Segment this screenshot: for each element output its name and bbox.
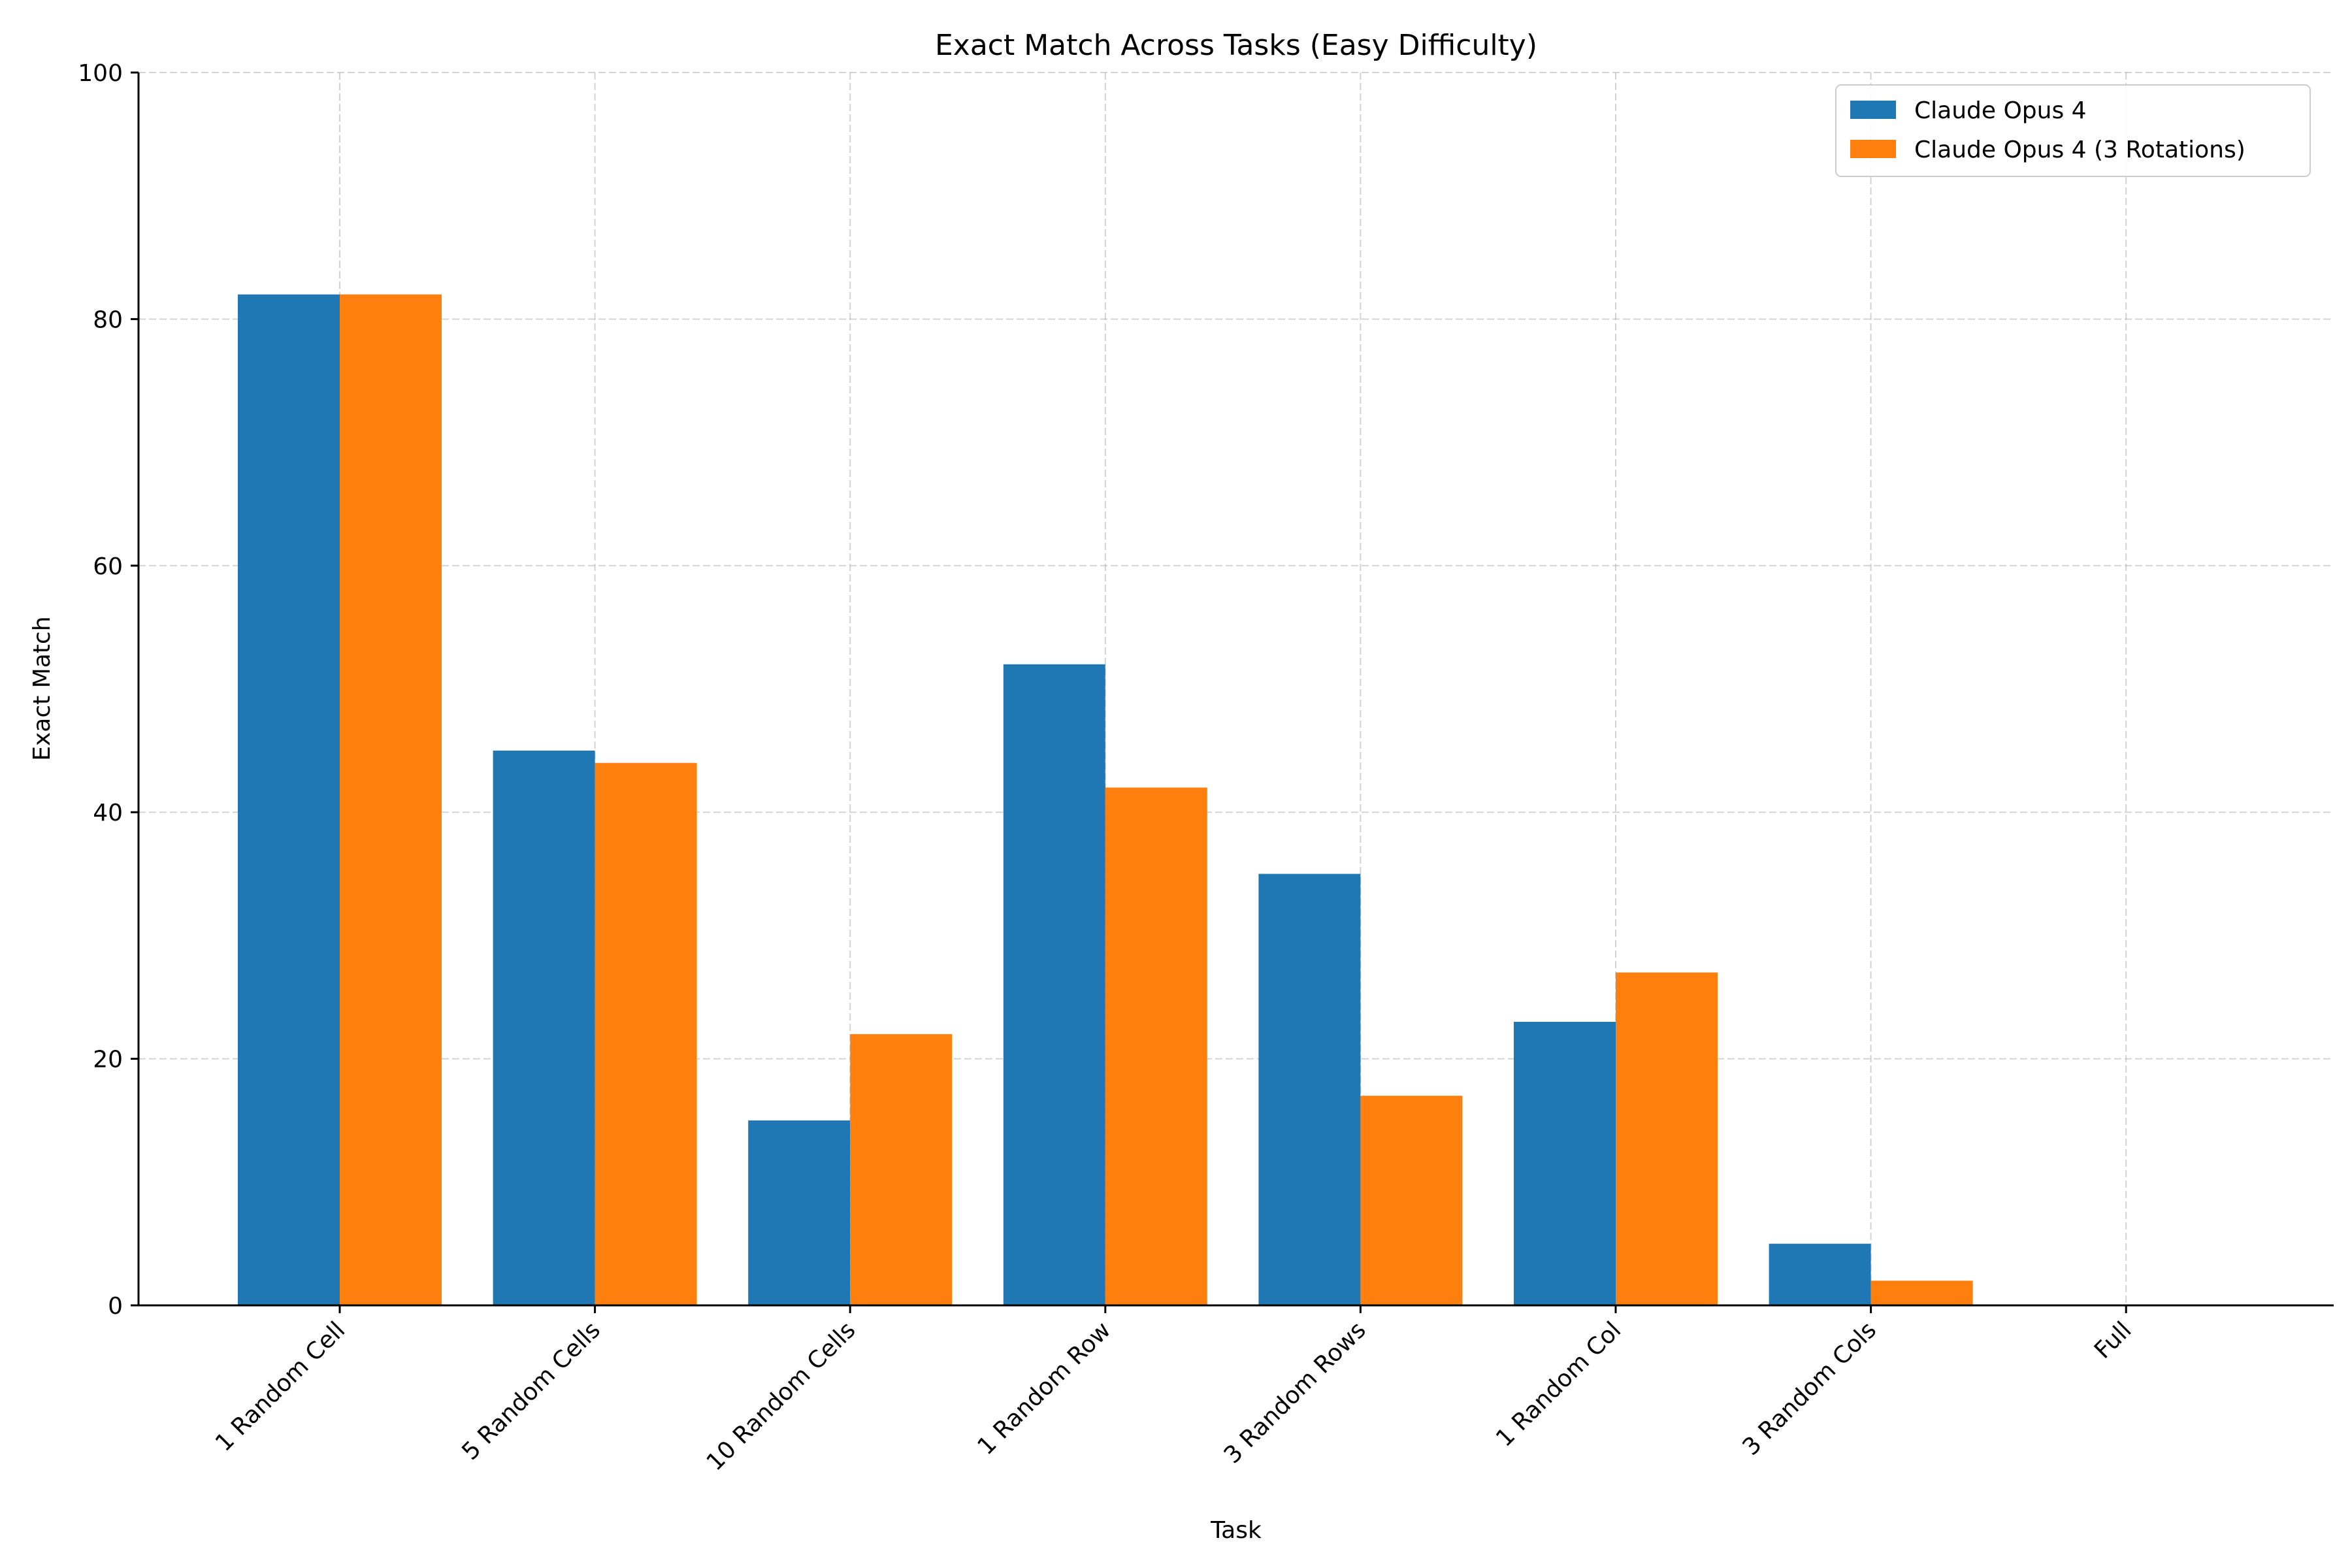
bar-claude-opus-4-3-rotations-3-random-rows — [1360, 1096, 1463, 1305]
legend-swatch-claude-opus-4-3-rotations — [1850, 140, 1896, 158]
legend: Claude Opus 4 Claude Opus 4 (3 Rotations… — [1835, 84, 2311, 177]
bar-claude-opus-4-10-random-cells — [748, 1120, 851, 1305]
bar-claude-opus-4-1-random-col — [1514, 1021, 1616, 1305]
y-tick-label: 80 — [93, 306, 123, 333]
legend-frame — [1835, 84, 2311, 177]
y-tick-label: 60 — [93, 553, 123, 580]
x-tick-label: 10 Random Cells — [702, 1316, 861, 1476]
x-tick-label: 3 Random Cols — [1738, 1316, 1882, 1460]
x-tick-label: Full — [2089, 1316, 2137, 1364]
axes — [137, 73, 2334, 1307]
grid — [139, 72, 2334, 1305]
legend-label-claude-opus-4-3-rotations: Claude Opus 4 (3 Rotations) — [1914, 137, 2246, 163]
x-ticks: 1 Random Cell 5 Random Cells 10 Random Cel… — [210, 1305, 2137, 1476]
legend-label-claude-opus-4: Claude Opus 4 — [1914, 97, 2087, 124]
bar-claude-opus-4-3-rotations-1-random-cell — [340, 294, 442, 1305]
bar-claude-opus-4-1-random-row — [1003, 664, 1105, 1305]
x-tick-label: 5 Random Cells — [457, 1316, 606, 1465]
y-tick-label: 0 — [108, 1293, 123, 1320]
bar-claude-opus-4-3-random-cols — [1769, 1243, 1871, 1305]
x-tick-label: 3 Random Rows — [1219, 1316, 1371, 1469]
x-tick-label: 1 Random Col — [1491, 1316, 1626, 1452]
bar-claude-opus-4-1-random-cell — [238, 294, 340, 1305]
y-ticks: 0 20 40 60 80 100 — [78, 60, 139, 1320]
y-axis-label: Exact Match — [29, 616, 56, 760]
bar-claude-opus-4-3-rotations-5-random-cells — [595, 762, 697, 1305]
y-tick-label: 40 — [93, 800, 123, 826]
y-tick-label: 20 — [93, 1047, 123, 1073]
bar-claude-opus-4-5-random-cells — [493, 750, 595, 1305]
bars — [238, 294, 1973, 1305]
x-tick-label: 1 Random Row — [972, 1316, 1116, 1460]
bar-claude-opus-4-3-rotations-1-random-col — [1616, 972, 1718, 1305]
x-tick-label: 1 Random Cell — [210, 1316, 350, 1456]
bar-claude-opus-4-3-rotations-1-random-row — [1105, 787, 1207, 1305]
x-axis-label: Task — [1210, 1517, 1262, 1544]
bar-claude-opus-4-3-rotations-10-random-cells — [850, 1034, 953, 1305]
chart-title: Exact Match Across Tasks (Easy Difficult… — [935, 29, 1537, 62]
legend-swatch-claude-opus-4 — [1850, 101, 1896, 119]
bar-claude-opus-4-3-random-rows — [1258, 874, 1361, 1305]
y-tick-label: 100 — [78, 60, 123, 87]
bar-claude-opus-4-3-rotations-3-random-cols — [1870, 1281, 1973, 1305]
